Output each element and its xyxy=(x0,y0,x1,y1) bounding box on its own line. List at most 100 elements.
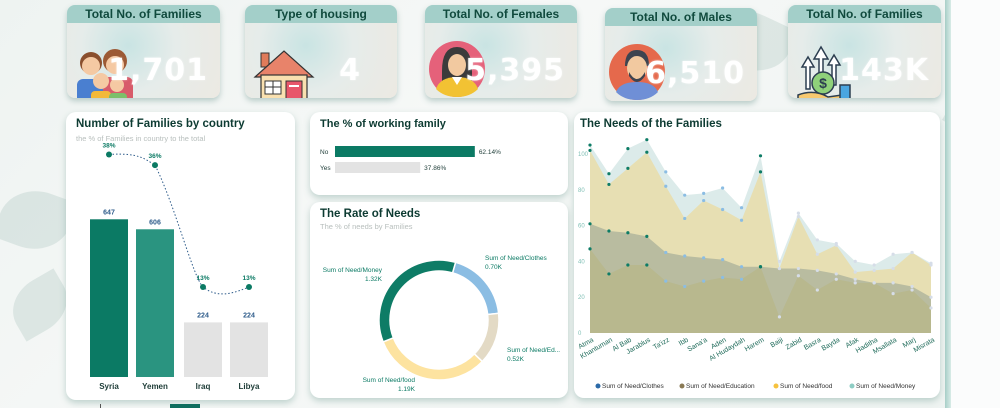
kpi-card-money: Total No. of Families $ 143K xyxy=(788,5,941,98)
data-point xyxy=(758,154,763,158)
x-tick-label: Sana'a xyxy=(686,337,708,354)
percent-point xyxy=(200,284,206,290)
legend-label: Sum of Need/Money xyxy=(856,383,916,390)
bar-yemen xyxy=(136,229,174,377)
donut-slice xyxy=(382,336,484,381)
slice-label: Sum of Need/Ed... xyxy=(507,347,560,354)
x-tick-label: Basra xyxy=(803,337,822,352)
data-point xyxy=(929,261,933,265)
kpi-value: 4 xyxy=(339,53,361,88)
donut-slice xyxy=(378,259,457,343)
bar-syria xyxy=(90,219,128,377)
category-label: Iraq xyxy=(196,382,211,391)
y-tick-label: 40 xyxy=(578,259,585,265)
data-point xyxy=(664,279,668,283)
legend-label: Sum of Need/Clothes xyxy=(602,383,665,390)
data-point xyxy=(891,266,895,271)
kpi-title: Total No. of Families xyxy=(788,5,941,23)
data-point xyxy=(664,184,668,188)
kpi-title: Total No. of Males xyxy=(605,8,757,26)
bar-yes xyxy=(335,162,421,173)
data-point xyxy=(721,258,725,262)
percent-point xyxy=(152,162,158,169)
kpi-title: Total No. of Females xyxy=(425,5,577,23)
legend-label: Sum of Need/Education xyxy=(686,383,755,390)
needs-of-families-card: The Needs of the Families 0 20 40 60 80 100 At… xyxy=(574,112,940,398)
working-bar-chart: No 62.14% Yes 37.86% xyxy=(320,146,501,173)
bar-value-label: 224 xyxy=(243,312,255,319)
kpi-value: 5,395 xyxy=(465,53,565,88)
x-tick-label: Ibb xyxy=(678,337,690,348)
needs-donut-chart: Sum of Need/Clothes 0.70K Sum of Need/Ed..… xyxy=(323,255,561,393)
data-point xyxy=(702,279,706,283)
data-point xyxy=(739,206,744,210)
kpi-card-housing: Type of housing 4 xyxy=(245,5,397,98)
data-point xyxy=(834,277,838,281)
data-point xyxy=(853,277,857,281)
data-point xyxy=(626,231,630,235)
bar-libya xyxy=(230,322,268,377)
data-point xyxy=(929,306,933,310)
data-point xyxy=(626,263,630,267)
kpi-card-females: Total No. of Females 5,395 xyxy=(425,5,577,98)
data-point xyxy=(607,182,611,187)
y-tick-label: 20 xyxy=(578,295,585,301)
data-point xyxy=(777,259,782,263)
rate-of-needs-card: The Rate of Needs The % of needs by Fami… xyxy=(310,202,568,398)
card-title: Number of Families by country xyxy=(76,118,245,130)
data-point xyxy=(929,295,933,299)
percent-label: 13% xyxy=(242,275,255,282)
x-tick-label: Harem xyxy=(744,337,766,354)
country-bar-chart: 647 Syria 606 Yemen 224 Iraq 224 Libya 38% 36% 13%… xyxy=(90,143,268,391)
data-point xyxy=(739,277,744,281)
data-point xyxy=(891,281,895,285)
bar-value-label: 606 xyxy=(149,219,161,226)
data-point xyxy=(721,207,725,212)
data-point xyxy=(721,275,725,280)
x-tick-label: Ta'izz xyxy=(652,336,671,351)
y-tick-label: 60 xyxy=(578,224,585,230)
card-subtitle: the % of Families in country to the tota… xyxy=(76,134,206,143)
bar-value-label: 224 xyxy=(197,312,209,319)
data-point xyxy=(588,148,592,153)
slice-value: 0.70K xyxy=(485,264,503,271)
slice-label: Sum of Need/Clothes xyxy=(485,255,548,262)
data-point xyxy=(872,281,876,285)
data-point xyxy=(910,284,914,289)
legend-marker xyxy=(595,383,601,389)
x-tick-label: Misrata xyxy=(913,337,936,355)
percent-label: 13% xyxy=(196,275,209,282)
data-point xyxy=(683,254,687,258)
kpi-title: Type of housing xyxy=(245,5,397,23)
data-point xyxy=(758,170,763,174)
legend-marker xyxy=(773,383,779,389)
data-point xyxy=(910,288,914,292)
data-point xyxy=(834,241,838,246)
data-point xyxy=(796,274,800,278)
percent-label: 36% xyxy=(148,153,161,160)
data-point xyxy=(645,150,649,154)
slice-label: Sum of Need/Money xyxy=(323,267,383,274)
data-point xyxy=(683,216,687,221)
card-title: The % of working family xyxy=(320,118,446,130)
y-tick-label: 80 xyxy=(578,188,585,194)
data-point xyxy=(777,266,782,271)
data-point xyxy=(910,250,914,255)
data-point xyxy=(739,265,744,269)
data-point xyxy=(872,263,876,267)
bar-value-label: 647 xyxy=(103,209,115,216)
category-label: Yemen xyxy=(142,382,168,391)
house-icon xyxy=(253,50,315,98)
card-title: The Needs of the Families xyxy=(580,118,722,130)
svg-text:$: $ xyxy=(819,75,827,91)
x-tick-label: Baiji xyxy=(769,336,784,349)
data-point xyxy=(796,211,800,215)
x-tick-label: Bayda xyxy=(821,337,842,353)
data-point xyxy=(815,252,819,256)
data-point xyxy=(626,147,630,151)
data-point xyxy=(815,238,819,242)
legend-label: Sum of Need/food xyxy=(780,383,833,390)
page-tab-indicator[interactable] xyxy=(170,404,200,408)
kpi-title: Total No. of Families xyxy=(67,5,220,23)
data-point xyxy=(664,170,668,174)
